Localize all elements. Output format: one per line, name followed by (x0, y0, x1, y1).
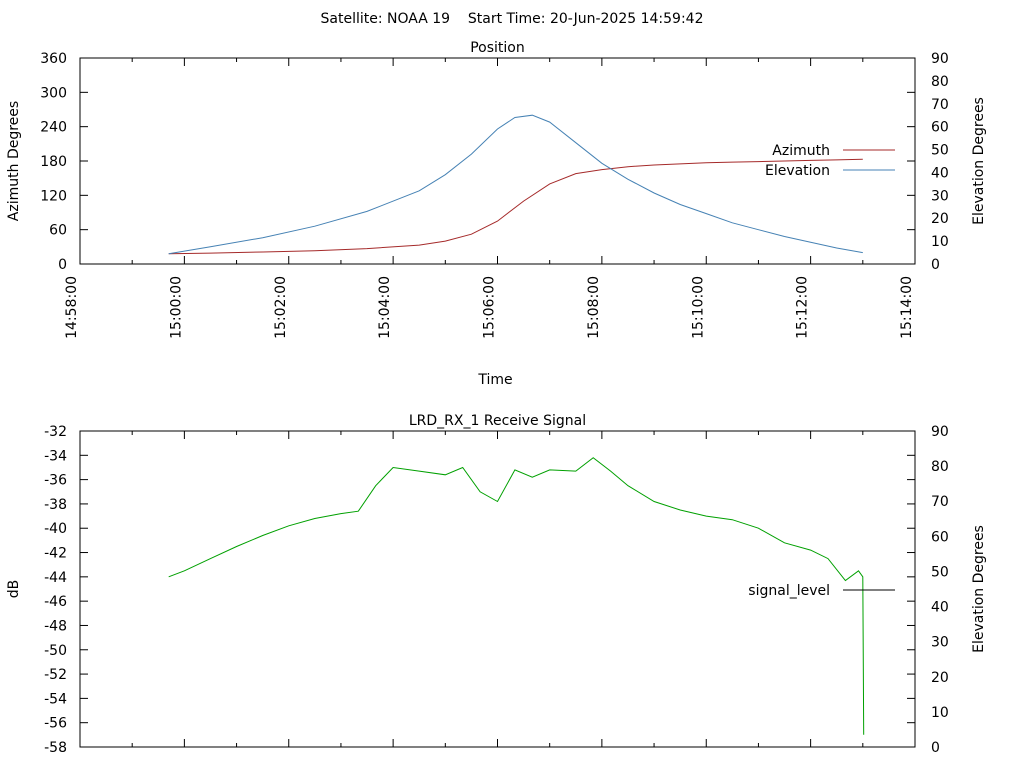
y2-tick-label: 80 (931, 74, 949, 90)
y-tick-label: -40 (44, 521, 67, 537)
y2-axis-label: Elevation Degrees (971, 525, 987, 653)
series-line-elevation (168, 114, 863, 255)
y2-tick-label: 10 (931, 705, 949, 721)
y2-tick-label: 80 (931, 459, 949, 475)
y2-tick-label: 30 (931, 635, 949, 651)
y2-tick-label: 70 (931, 97, 949, 113)
y2-tick-label: 0 (931, 740, 940, 756)
y-tick-label: 300 (40, 85, 67, 101)
y2-tick-label: 60 (931, 120, 949, 136)
y2-axis-label: Elevation Degrees (971, 97, 987, 225)
y2-tick-label: 90 (931, 51, 949, 67)
x-tick-label: 15:06:00 (482, 276, 498, 339)
y-tick-label: -46 (44, 594, 67, 610)
legend-label: Azimuth (772, 143, 830, 159)
position-chart: Position 0 60 120 180 240 300 360 0 10 20 30 40 50 60 7… (6, 40, 987, 388)
y-tick-label: 360 (40, 51, 67, 67)
y2-tick-label: 10 (931, 234, 949, 250)
y2-tick-label: 40 (931, 600, 949, 616)
y-tick-label: -54 (44, 691, 67, 707)
x-tick-label: 15:14:00 (899, 276, 915, 339)
y2-tick-label: 50 (931, 143, 949, 159)
y-tick-label: 240 (40, 120, 67, 136)
y2-tick-label: 0 (931, 257, 940, 273)
y-axis-label: Azimuth Degrees (6, 101, 22, 221)
series-line-azimuth (168, 158, 863, 255)
y-tick-label: -52 (44, 667, 67, 683)
y2-tick-label: 50 (931, 564, 949, 580)
y-tick-label: -56 (44, 716, 67, 732)
legend-label: Elevation (765, 163, 830, 179)
y2-tick-label: 40 (931, 165, 949, 181)
y-tick-label: 180 (40, 154, 67, 170)
y-tick-label: -42 (44, 546, 67, 562)
chart-header-title: Satellite: NOAA 19 Start Time: 20-Jun-20… (321, 11, 704, 27)
x-axis-label: Time (477, 372, 512, 388)
y2-tick-label: 90 (931, 424, 949, 440)
receive-signal-chart: LRD_RX_1 Receive Signal -32 -34 -36 -38 -40 -4… (6, 413, 987, 756)
y-tick-label: -36 (44, 473, 67, 489)
y2-tick-label: 30 (931, 188, 949, 204)
legend-label: signal_level (748, 583, 830, 599)
y-tick-label: -38 (44, 497, 67, 513)
x-tick-label: 15:12:00 (795, 276, 811, 339)
x-tick-label: 14:58:00 (64, 276, 80, 339)
y-tick-label: 0 (58, 257, 67, 273)
x-tick-label: 15:00:00 (168, 276, 184, 339)
x-tick-label: 15:10:00 (690, 276, 706, 339)
y-tick-label: 120 (40, 188, 67, 204)
x-tick-label: 15:04:00 (377, 276, 393, 339)
y-tick-label: -58 (44, 740, 67, 756)
chart-title: Position (470, 40, 525, 56)
series-line-signal_level (168, 457, 865, 735)
y-tick-label: -48 (44, 618, 67, 634)
y2-tick-label: 20 (931, 211, 949, 227)
y2-tick-label: 60 (931, 529, 949, 545)
y-tick-label: 60 (49, 223, 67, 239)
x-tick-label: 15:02:00 (273, 276, 289, 339)
y-tick-label: -34 (44, 448, 67, 464)
chart-title: LRD_RX_1 Receive Signal (409, 413, 586, 429)
x-tick-label: 15:08:00 (586, 276, 602, 339)
y2-tick-label: 70 (931, 494, 949, 510)
y-tick-label: -44 (44, 570, 67, 586)
y2-tick-label: 20 (931, 670, 949, 686)
y-tick-label: -50 (44, 643, 67, 659)
y-tick-label: -32 (44, 424, 67, 440)
y-axis-label: dB (6, 580, 22, 599)
